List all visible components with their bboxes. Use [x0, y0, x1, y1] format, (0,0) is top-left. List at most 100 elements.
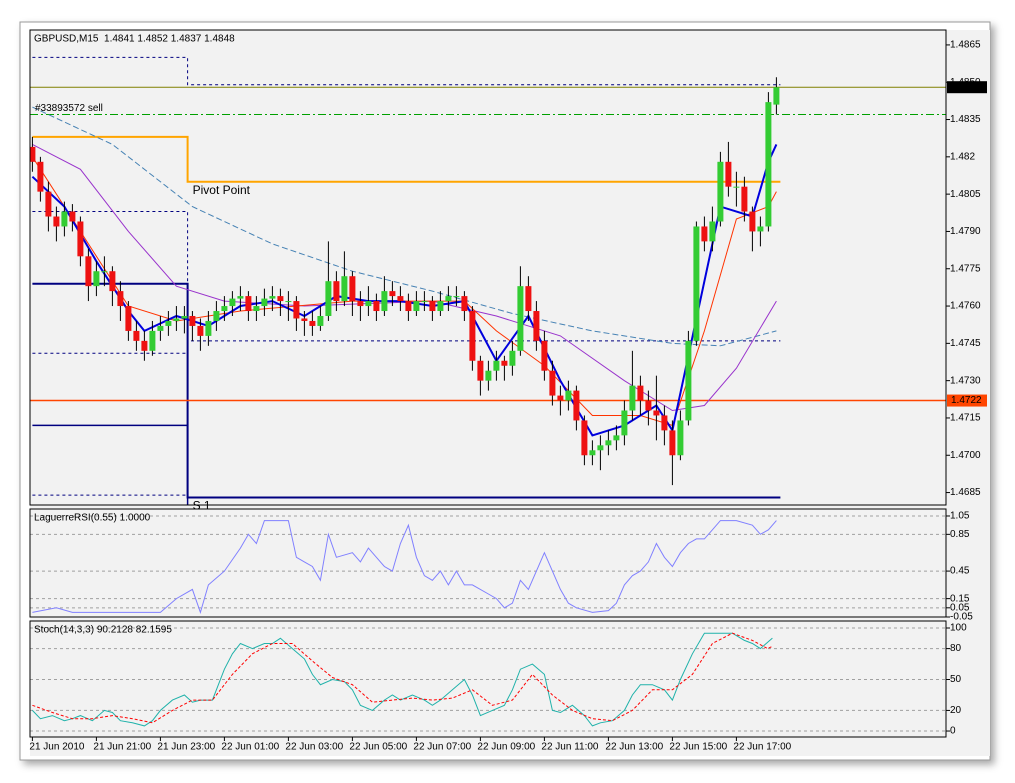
- x-tick-label: 22 Jun 01:00: [221, 742, 279, 753]
- candle-body: [725, 161, 732, 187]
- candle-body: [245, 296, 252, 312]
- candle-body: [485, 370, 492, 381]
- y-tick-label: 1.4760: [950, 301, 981, 312]
- candle-body: [61, 211, 68, 227]
- price-level-label: 1.4722: [951, 395, 982, 406]
- candle-body: [629, 385, 636, 411]
- candle-body: [253, 306, 260, 312]
- candle-body: [525, 286, 532, 312]
- candle-body: [453, 296, 460, 298]
- x-tick-label: 21 Jun 2010: [29, 742, 84, 753]
- candle-body: [333, 281, 340, 302]
- x-tick-label: 22 Jun 11:00: [541, 742, 599, 753]
- indicator-line: [32, 632, 773, 727]
- candle-body: [549, 370, 556, 396]
- x-tick-label: 21 Jun 21:00: [93, 742, 151, 753]
- y-tick-label: 0.15: [950, 593, 970, 604]
- y-tick-label: 0.85: [950, 529, 970, 540]
- candle-body: [213, 311, 220, 321]
- candle-body: [733, 186, 740, 188]
- pivot-level: [32, 135, 781, 183]
- indicator-line: [32, 632, 773, 724]
- candle-body: [757, 226, 764, 232]
- y-tick-label: 80: [950, 643, 962, 654]
- candle-body: [285, 301, 292, 303]
- candle-body: [277, 296, 284, 302]
- candle-body: [421, 301, 428, 303]
- plot-area: [30, 515, 946, 617]
- x-tick-label: 22 Jun 17:00: [733, 742, 791, 753]
- candle-body: [261, 298, 268, 307]
- candle-body: [381, 291, 388, 312]
- x-tick-label: 22 Jun 03:00: [285, 742, 343, 753]
- candle-body: [677, 420, 684, 456]
- x-tick-label: 22 Jun 15:00: [669, 742, 727, 753]
- candle-body: [477, 360, 484, 381]
- candle-body: [693, 226, 700, 341]
- panel-title: GBPUSD,M15 1.4841 1.4852 1.4837 1.4848: [34, 34, 235, 45]
- candle-body: [501, 360, 508, 366]
- panel: [30, 509, 946, 617]
- candle-body: [293, 301, 300, 319]
- candle-body: [341, 276, 348, 302]
- y-tick-label: 1.4805: [950, 189, 981, 200]
- candle-body: [237, 296, 244, 299]
- candle-body: [109, 271, 116, 292]
- candle-body: [413, 301, 420, 312]
- candle-body: [437, 301, 444, 312]
- y-tick-label: 100: [950, 623, 967, 634]
- candle-body: [597, 445, 604, 451]
- candle-body: [373, 301, 380, 312]
- candle-body: [517, 286, 524, 351]
- level-label: Pivot Point: [193, 183, 251, 197]
- candle-body: [509, 350, 516, 366]
- y-tick-label: 0: [950, 726, 956, 737]
- y-tick-label: 1.4700: [950, 450, 981, 461]
- candle-body: [205, 320, 212, 336]
- candle-body: [685, 340, 692, 421]
- candle-body: [749, 211, 756, 232]
- candle-body: [325, 281, 332, 316]
- candle-body: [741, 186, 748, 212]
- candle-body: [605, 440, 612, 446]
- candle-body: [389, 291, 396, 297]
- x-tick-label: 22 Jun 07:00: [413, 742, 471, 753]
- candle-body: [405, 301, 412, 312]
- y-tick-label: 1.4730: [950, 375, 981, 386]
- candle-body: [197, 325, 204, 336]
- y-tick-label: 1.482: [950, 151, 975, 162]
- candle-body: [69, 211, 76, 222]
- plot-area: [30, 627, 946, 732]
- candle-body: [133, 330, 140, 341]
- candle-body: [645, 400, 652, 411]
- candle-body: [125, 306, 132, 331]
- candle-body: [85, 256, 92, 287]
- candle-body: [637, 385, 644, 401]
- candle-body: [93, 271, 100, 287]
- candle-body: [701, 226, 708, 242]
- candle-body: [309, 320, 316, 326]
- panel: [30, 621, 946, 737]
- candle-body: [397, 296, 404, 302]
- candle-body: [141, 340, 148, 351]
- candle-body: [469, 311, 476, 361]
- candle-body: [565, 390, 572, 401]
- plot-area: Pivot Point: [30, 56, 946, 505]
- candle-body: [621, 410, 628, 436]
- y-tick-label: 1.4790: [950, 226, 981, 237]
- x-tick-label: 22 Jun 09:00: [477, 742, 535, 753]
- y-tick-label: 0.05: [950, 602, 970, 613]
- candle-body: [613, 435, 620, 441]
- y-tick-label: 1.4835: [950, 114, 981, 125]
- candle-body: [581, 420, 588, 456]
- y-tick-label: 1.4775: [950, 263, 981, 274]
- candle-body: [493, 360, 500, 371]
- y-tick-label: 1.4745: [950, 338, 981, 349]
- candle-body: [173, 318, 180, 321]
- price-level-box: [947, 394, 987, 407]
- candle-body: [717, 161, 724, 222]
- candle-body: [557, 395, 564, 401]
- candle-body: [669, 430, 676, 456]
